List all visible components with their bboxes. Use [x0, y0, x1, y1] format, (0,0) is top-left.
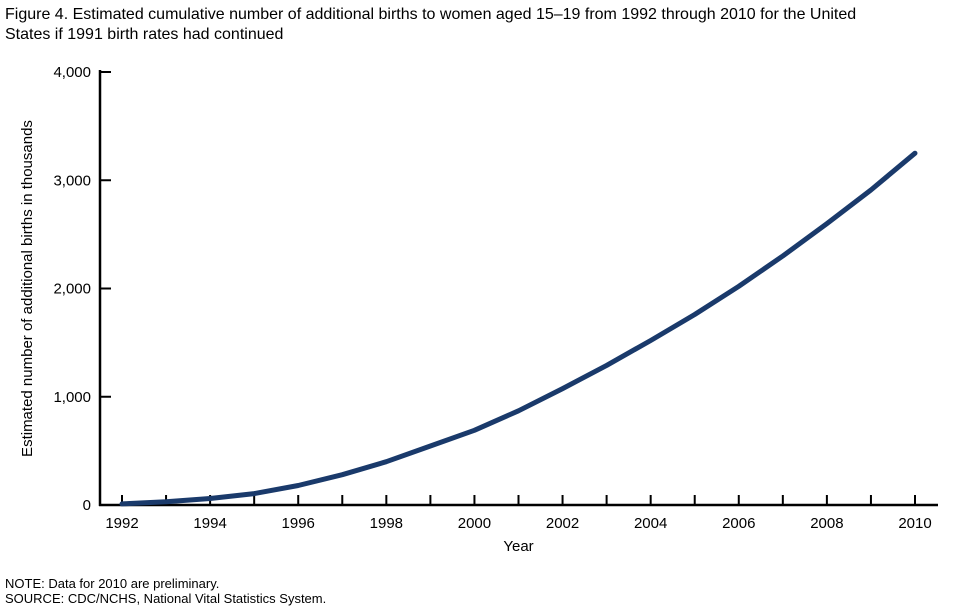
y-tick-label: 2,000 [53, 281, 91, 298]
y-axis-title: Estimated number of additional births in… [19, 120, 36, 457]
x-tick-label: 2000 [458, 515, 491, 532]
y-tick-label: 0 [83, 497, 91, 514]
line-chart: 1992 1994 1996 1998 2000 2002 2004 2006 2008 2010… [19, 64, 938, 555]
y-tick-label: 1,000 [53, 389, 91, 406]
x-tick-label: 1998 [370, 515, 403, 532]
figure-source: SOURCE: CDC/NCHS, National Vital Statist… [5, 591, 327, 606]
x-tick-label: 2006 [722, 515, 755, 532]
data-line [119, 150, 918, 507]
x-tick-label: 2002 [546, 515, 579, 532]
x-axis-title: Year [503, 538, 533, 555]
figure-note: NOTE: Data for 2010 are preliminary. [5, 576, 220, 591]
figure-title: Figure 4. Estimated cumulative number of… [5, 6, 857, 43]
x-tick-label: 1996 [282, 515, 315, 532]
y-tick-label: 3,000 [53, 172, 91, 189]
x-tick-label: 2008 [810, 515, 843, 532]
x-tick-label: 2004 [634, 515, 667, 532]
x-tick-label: 2010 [898, 515, 931, 532]
x-tick-label: 1994 [193, 515, 226, 532]
x-tick-label: 1992 [105, 515, 138, 532]
figure-notes: NOTE: Data for 2010 are preliminary. SOU… [5, 576, 326, 606]
y-tick-label: 4,000 [53, 64, 91, 81]
